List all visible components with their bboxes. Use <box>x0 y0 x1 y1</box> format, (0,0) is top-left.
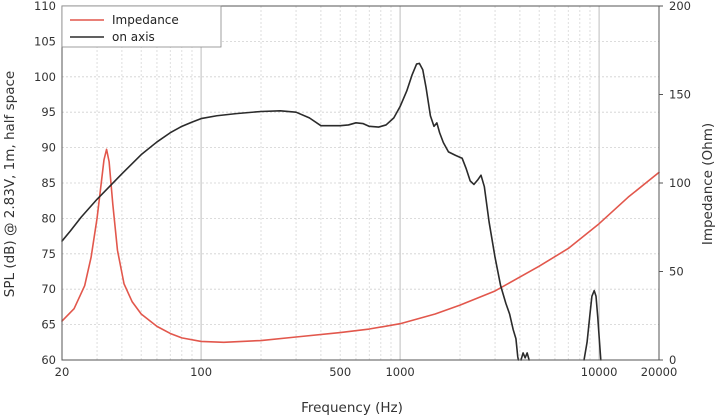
x-tick-label: 20 <box>55 365 70 379</box>
y-tick-label-left: 85 <box>41 176 56 190</box>
x-tick-label: 500 <box>329 365 351 379</box>
y-tick-label-left: 110 <box>34 0 56 13</box>
y-tick-label-right: 50 <box>669 265 684 279</box>
legend: Impedance on axis <box>61 5 222 48</box>
x-axis-title: Frequency (Hz) <box>301 400 403 416</box>
y-tick-label-right: 100 <box>669 176 691 190</box>
series-line-on-axis <box>583 289 602 361</box>
series-line-on-axis <box>61 62 520 361</box>
x-tick-label: 20000 <box>641 365 678 379</box>
x-tick-label: 10000 <box>581 365 618 379</box>
y-axis-title-right: Impedance (Ohm) <box>700 123 716 245</box>
tick-labels: 60 65 70 75 80 85 90 95 100 105 110 0 50 100 150 200 20 1… <box>34 0 691 379</box>
y-tick-label-left: 90 <box>41 141 56 155</box>
y-axis-title-left: SPL (dB) @ 2.83V, 1m, half space <box>2 71 18 297</box>
y-tick-label-left: 95 <box>41 105 56 119</box>
y-tick-label-right: 0 <box>669 353 676 367</box>
legend-label-impedance: Impedance <box>112 13 179 27</box>
y-tick-label-right: 150 <box>669 88 691 102</box>
legend-box <box>61 5 222 48</box>
y-tick-label-left: 60 <box>41 353 56 367</box>
x-tick-label: 1000 <box>385 365 414 379</box>
legend-label-on-axis: on axis <box>112 30 155 44</box>
series-line-impedance <box>61 148 660 344</box>
y-tick-label-right: 200 <box>669 0 691 13</box>
y-tick-label-left: 105 <box>34 34 56 48</box>
x-tick-label: 100 <box>190 365 212 379</box>
y-tick-label-left: 100 <box>34 70 56 84</box>
y-tick-label-left: 75 <box>41 247 56 261</box>
series-lines <box>61 62 660 361</box>
y-tick-label-left: 70 <box>41 282 56 296</box>
grid-lines <box>62 6 659 360</box>
y-tick-label-left: 80 <box>41 211 56 225</box>
y-tick-label-left: 65 <box>41 318 56 332</box>
series-line-on-axis <box>520 352 530 361</box>
